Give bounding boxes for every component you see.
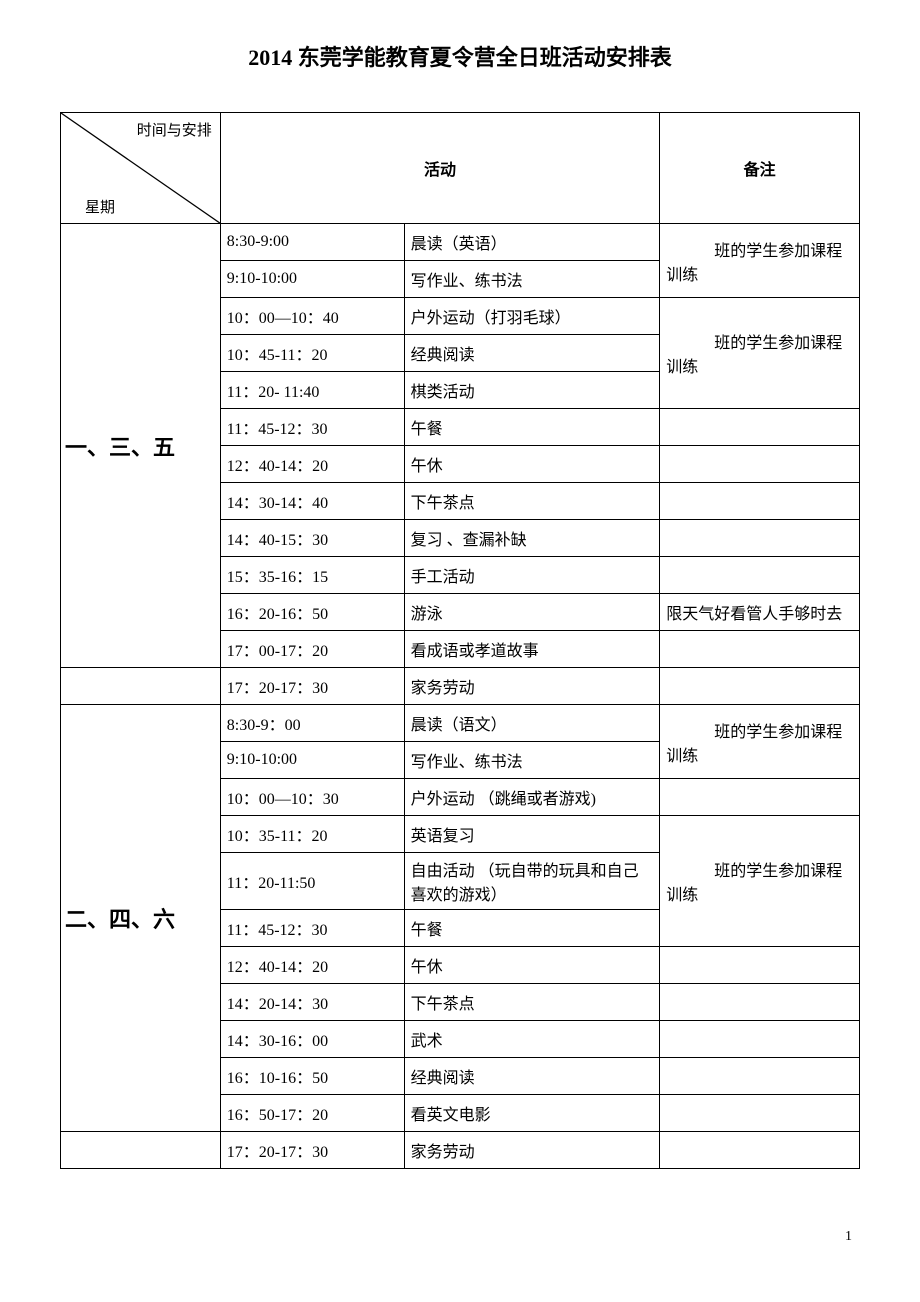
time-cell: 10：00—10：30 (220, 779, 404, 816)
time-cell: 14：30-16：00 (220, 1021, 404, 1058)
note-cell (660, 779, 860, 816)
time-cell: 9:10-10:00 (220, 742, 404, 779)
note-cell: 班的学生参加课程训练 (660, 298, 860, 409)
time-cell: 11：20- 11:40 (220, 372, 404, 409)
activity-cell: 看成语或孝道故事 (404, 631, 660, 668)
time-cell: 16：50-17：20 (220, 1095, 404, 1132)
time-cell: 17：00-17：20 (220, 631, 404, 668)
activity-cell: 下午茶点 (404, 984, 660, 1021)
time-cell: 14：40-15：30 (220, 520, 404, 557)
note-cell (660, 409, 860, 446)
activity-cell: 下午茶点 (404, 483, 660, 520)
note-cell: 班的学生参加课程训练 (660, 816, 860, 947)
time-cell: 12：40-14：20 (220, 446, 404, 483)
activity-cell: 看英文电影 (404, 1095, 660, 1132)
note-cell (660, 1132, 860, 1169)
activity-cell: 户外运动（打羽毛球） (404, 298, 660, 335)
activity-cell: 棋类活动 (404, 372, 660, 409)
activity-cell: 经典阅读 (404, 335, 660, 372)
time-cell: 14：30-14：40 (220, 483, 404, 520)
table-row: 17：20-17：30 家务劳动 (61, 668, 860, 705)
day-cell-blank (61, 668, 221, 705)
note-cell (660, 1021, 860, 1058)
activity-cell: 写作业、练书法 (404, 261, 660, 298)
activity-cell: 游泳 (404, 594, 660, 631)
time-cell: 10：00—10：40 (220, 298, 404, 335)
activity-cell: 手工活动 (404, 557, 660, 594)
activity-cell: 晨读（英语） (404, 224, 660, 261)
time-cell: 11：45-12：30 (220, 409, 404, 446)
activity-cell: 经典阅读 (404, 1058, 660, 1095)
activity-cell: 复习 、查漏补缺 (404, 520, 660, 557)
note-cell: 班的学生参加课程训练 (660, 705, 860, 779)
note-cell (660, 668, 860, 705)
note-cell (660, 947, 860, 984)
note-cell (660, 1095, 860, 1132)
note-cell (660, 483, 860, 520)
activity-cell: 英语复习 (404, 816, 660, 853)
note-cell (660, 1058, 860, 1095)
note-cell (660, 984, 860, 1021)
time-cell: 9:10-10:00 (220, 261, 404, 298)
activity-cell: 写作业、练书法 (404, 742, 660, 779)
schedule-table: 时间与安排 星期 活动 备注 一、三、五 8:30-9:00 晨读（英语） 班的… (60, 112, 860, 1169)
note-cell: 班的学生参加课程训练 (660, 224, 860, 298)
time-cell: 10：35-11：20 (220, 816, 404, 853)
time-cell: 14：20-14：30 (220, 984, 404, 1021)
page-number: 1 (60, 1229, 860, 1245)
time-cell: 15：35-16：15 (220, 557, 404, 594)
time-cell: 8:30-9：00 (220, 705, 404, 742)
time-cell: 16：10-16：50 (220, 1058, 404, 1095)
day-label-a: 一、三、五 (61, 224, 221, 668)
header-diag-bottom: 星期 (85, 196, 115, 217)
day-label-b: 二、四、六 (61, 705, 221, 1132)
table-row: 一、三、五 8:30-9:00 晨读（英语） 班的学生参加课程训练 (61, 224, 860, 261)
note-cell (660, 520, 860, 557)
activity-cell: 午休 (404, 947, 660, 984)
time-cell: 10：45-11：20 (220, 335, 404, 372)
header-diagonal-cell: 时间与安排 星期 (61, 113, 221, 224)
header-notes: 备注 (660, 113, 860, 224)
page-title: 2014 东莞学能教育夏令营全日班活动安排表 (60, 40, 860, 72)
time-cell: 11：45-12：30 (220, 910, 404, 947)
activity-cell: 自由活动 （玩自带的玩具和自己喜欢的游戏） (404, 853, 660, 910)
time-cell: 8:30-9:00 (220, 224, 404, 261)
note-cell (660, 446, 860, 483)
activity-cell: 晨读（语文） (404, 705, 660, 742)
activity-cell: 午餐 (404, 910, 660, 947)
activity-cell: 家务劳动 (404, 1132, 660, 1169)
activity-cell: 家务劳动 (404, 668, 660, 705)
time-cell: 16：20-16：50 (220, 594, 404, 631)
table-row: 二、四、六 8:30-9：00 晨读（语文） 班的学生参加课程训练 (61, 705, 860, 742)
activity-cell: 午休 (404, 446, 660, 483)
day-cell-blank (61, 1132, 221, 1169)
time-cell: 11：20-11:50 (220, 853, 404, 910)
time-cell: 12：40-14：20 (220, 947, 404, 984)
note-cell (660, 557, 860, 594)
note-cell: 限天气好看管人手够时去 (660, 594, 860, 631)
activity-cell: 武术 (404, 1021, 660, 1058)
table-header-row: 时间与安排 星期 活动 备注 (61, 113, 860, 224)
header-activity: 活动 (220, 113, 659, 224)
table-row: 17：20-17：30 家务劳动 (61, 1132, 860, 1169)
time-cell: 17：20-17：30 (220, 1132, 404, 1169)
header-diag-top: 时间与安排 (137, 119, 212, 140)
time-cell: 17：20-17：30 (220, 668, 404, 705)
activity-cell: 户外运动 （跳绳或者游戏) (404, 779, 660, 816)
note-cell (660, 631, 860, 668)
activity-cell: 午餐 (404, 409, 660, 446)
